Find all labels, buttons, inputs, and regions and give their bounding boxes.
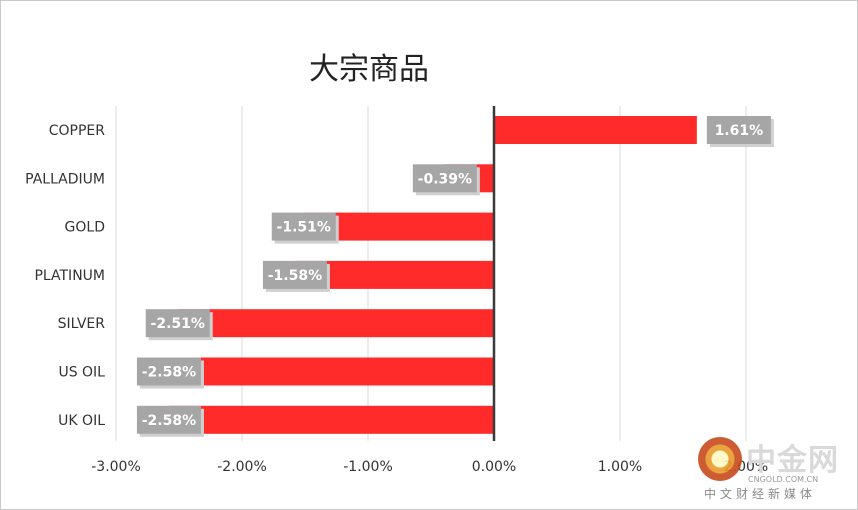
- data-label-text: -1.58%: [268, 268, 322, 284]
- chart-title: 大宗商品: [309, 52, 429, 87]
- category-label: COPPER: [49, 123, 106, 139]
- bars: [168, 116, 697, 434]
- bar: [494, 116, 697, 144]
- data-label: -2.58%: [136, 357, 204, 389]
- bar: [168, 357, 495, 386]
- data-label-box: [412, 164, 477, 193]
- x-tick-label: -2.00%: [217, 459, 267, 475]
- data-label-text: -1.51%: [277, 220, 331, 236]
- cngold-logo-icon: [698, 437, 742, 481]
- watermark-domain: CNGOLD.COM.CN: [748, 475, 819, 484]
- data-label-text: -2.51%: [151, 316, 205, 332]
- watermark-tagline: 中文财经新媒体: [704, 487, 817, 501]
- data-labels: 1.61% -0.39% -1.51% -1.58% -2.51% -2.58% -2.58…: [136, 116, 774, 437]
- data-label-text: 1.61%: [715, 123, 764, 139]
- x-tick-label: -1.00%: [343, 459, 393, 475]
- data-label: -2.51%: [145, 309, 213, 341]
- bar: [177, 309, 495, 338]
- data-label: -1.51%: [271, 212, 339, 244]
- category-label: PALLADIUM: [25, 171, 105, 187]
- data-label: 1.61%: [706, 116, 774, 147]
- data-label-box: [136, 357, 201, 386]
- x-tick-label: -3.00%: [91, 459, 141, 475]
- bar: [168, 405, 495, 434]
- data-label-text: -2.58%: [142, 365, 196, 381]
- data-label-box: [271, 212, 336, 241]
- data-label-box: [706, 116, 771, 144]
- data-label-box: [136, 405, 201, 434]
- x-tick-label: 0.00%: [472, 459, 516, 475]
- category-label: SILVER: [58, 316, 106, 332]
- data-label: -2.58%: [136, 405, 204, 437]
- data-label-text: -2.58%: [142, 413, 196, 429]
- watermark-name: 中金网: [746, 443, 839, 478]
- data-label-box: [262, 260, 327, 289]
- data-label-text: -0.39%: [418, 171, 472, 187]
- data-label-box: [145, 309, 210, 338]
- data-label: -1.58%: [262, 260, 330, 292]
- watermark: 中金网 CNGOLD.COM.CN 中文财经新媒体: [698, 431, 858, 501]
- category-label: UK OIL: [58, 413, 105, 429]
- data-label: -0.39%: [412, 164, 480, 196]
- category-label: GOLD: [65, 220, 105, 236]
- category-label: US OIL: [58, 365, 105, 381]
- x-tick-label: 1.00%: [598, 459, 642, 475]
- category-label: PLATINUM: [34, 268, 105, 284]
